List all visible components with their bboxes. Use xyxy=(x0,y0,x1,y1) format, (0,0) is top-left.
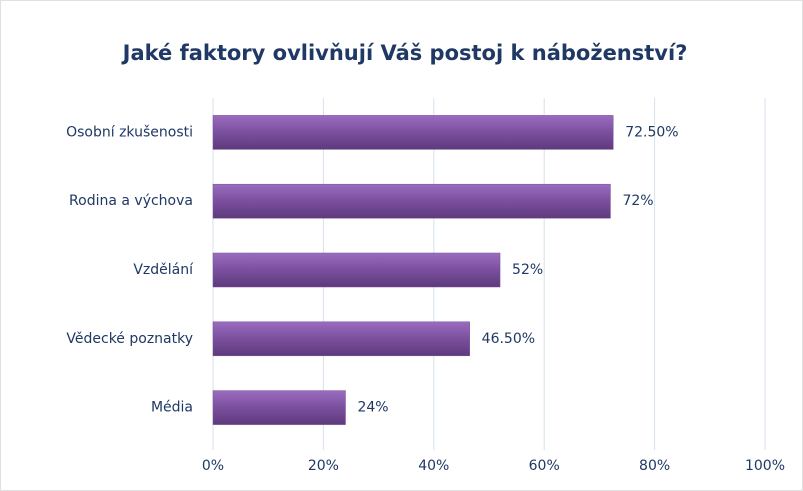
x-tick-label: 100% xyxy=(745,458,785,474)
value-label: 24% xyxy=(357,400,388,416)
bar xyxy=(212,115,614,150)
bar xyxy=(212,390,346,425)
y-tick-label: Média xyxy=(151,400,193,416)
y-tick-label: Osobní zkušenosti xyxy=(66,124,193,140)
bar xyxy=(212,252,501,288)
bar xyxy=(212,183,611,219)
y-tick-label: Vědecké poznatky xyxy=(66,331,193,347)
value-label: 72% xyxy=(622,193,653,209)
y-tick-label: Rodina a výchova xyxy=(69,193,193,209)
x-tick-label: 20% xyxy=(308,458,339,474)
bar xyxy=(212,321,470,357)
value-label: 46.50% xyxy=(482,331,535,347)
x-tick-label: 60% xyxy=(529,458,560,474)
x-tick-label: 80% xyxy=(639,458,670,474)
value-label: 72.50% xyxy=(625,124,678,140)
value-label: 52% xyxy=(512,262,543,278)
x-tick-label: 0% xyxy=(202,458,224,474)
chart-title: Jaké faktory ovlivňují Váš postoj k nábo… xyxy=(121,41,688,65)
y-tick-label: Vzdělání xyxy=(133,262,194,278)
x-tick-label: 40% xyxy=(418,458,449,474)
